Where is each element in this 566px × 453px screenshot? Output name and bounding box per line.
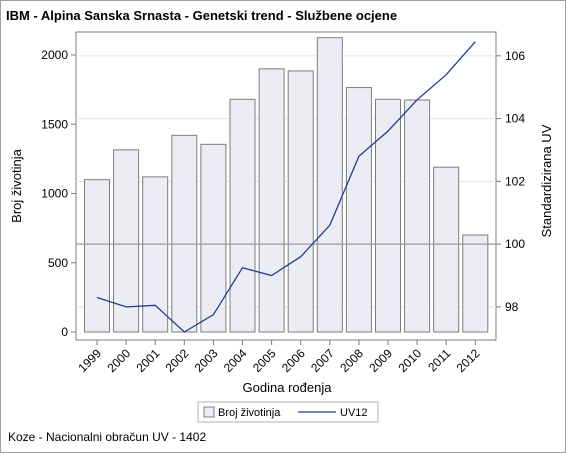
y2-tick-label: 102 bbox=[505, 174, 525, 188]
bar bbox=[258, 68, 285, 333]
x-tick-label: 2000 bbox=[104, 346, 133, 375]
x-tick-label: 2009 bbox=[366, 346, 395, 375]
y-tick-label: 1000 bbox=[41, 187, 68, 201]
bar bbox=[287, 70, 314, 333]
x-tick-label: 2003 bbox=[192, 346, 221, 375]
x-tick-label: 2006 bbox=[279, 346, 308, 375]
x-tick-label: 2001 bbox=[134, 346, 163, 375]
chart-title: IBM - Alpina Sanska Srnasta - Genetski t… bbox=[6, 8, 398, 23]
x-axis-label: Godina rođenja bbox=[243, 380, 333, 395]
bar bbox=[375, 98, 401, 333]
uv12-line bbox=[96, 41, 476, 333]
bar bbox=[462, 234, 489, 333]
bar bbox=[345, 87, 372, 333]
bar bbox=[113, 149, 140, 333]
legend-label-bar: Broj životinja bbox=[218, 407, 281, 419]
y-tick-label: 2000 bbox=[41, 48, 68, 62]
bar bbox=[404, 99, 431, 333]
bar bbox=[84, 179, 110, 333]
y2-tick-label: 104 bbox=[505, 112, 525, 126]
x-tick-label: 2008 bbox=[337, 346, 366, 375]
y-axis-label: Broj životinja bbox=[9, 148, 24, 222]
bar-series bbox=[84, 37, 489, 333]
bar bbox=[142, 176, 169, 333]
x-tick-label: 2004 bbox=[221, 346, 250, 375]
x-tick-label: 2002 bbox=[163, 346, 192, 375]
x-tick-label: 2010 bbox=[395, 346, 424, 375]
bar bbox=[171, 134, 198, 333]
y-tick-label: 1500 bbox=[41, 117, 68, 131]
line-series bbox=[96, 41, 476, 333]
x-tick-label: 2007 bbox=[308, 346, 337, 375]
footnote: Koze - Nacionalni obračun UV - 1402 bbox=[8, 430, 207, 444]
bar bbox=[200, 143, 227, 333]
y-tick-label: 500 bbox=[48, 256, 68, 270]
y2-axis-label: Standardizirana UV bbox=[539, 124, 554, 237]
legend-box bbox=[197, 401, 379, 423]
y-tick-label: 0 bbox=[61, 325, 68, 339]
legend-swatch-bar bbox=[203, 406, 215, 418]
y2-tick-label: 98 bbox=[505, 300, 519, 314]
legend-label-line: UV12 bbox=[340, 407, 368, 419]
x-tick-label: 2005 bbox=[250, 346, 279, 375]
legend: Broj životinja UV12 bbox=[197, 401, 379, 423]
x-tick-label: 2012 bbox=[454, 346, 483, 375]
bar bbox=[229, 98, 256, 333]
bar bbox=[316, 37, 343, 333]
x-tick-label: 1999 bbox=[75, 346, 104, 375]
y2-tick-label: 100 bbox=[505, 237, 525, 251]
y2-tick-label: 106 bbox=[505, 49, 525, 63]
bar bbox=[433, 166, 460, 333]
x-tick-label: 2011 bbox=[425, 346, 453, 374]
